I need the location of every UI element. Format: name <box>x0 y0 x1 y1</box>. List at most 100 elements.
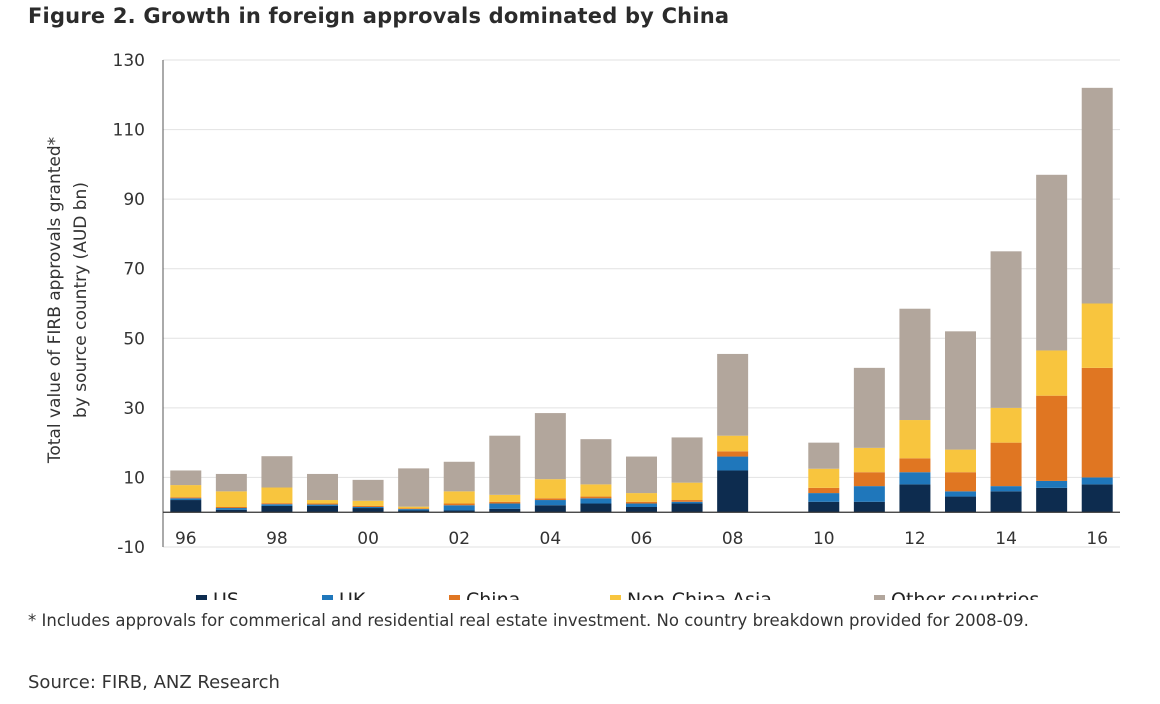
bar-us-97 <box>215 509 247 513</box>
bar-us-10 <box>808 501 840 513</box>
chart-title: Figure 2. Growth in foreign approvals do… <box>28 4 730 28</box>
bar-china-02 <box>443 503 475 506</box>
bar-non-china-asia-15 <box>1036 350 1068 396</box>
bar-us-16 <box>1081 484 1113 513</box>
y-tick-labels: -10 10 30 50 70 90 110 130 <box>113 51 145 558</box>
x-tick-label: 16 <box>1086 529 1108 549</box>
bar-uk-05 <box>580 498 612 504</box>
bar-us-13 <box>945 496 976 513</box>
bar-other-countries-05 <box>580 439 612 485</box>
legend-label: Other countries <box>891 589 1039 600</box>
bar-china-06 <box>626 501 657 504</box>
bar-non-china-asia-08 <box>717 435 749 452</box>
bar-us-01 <box>398 510 430 513</box>
bar-uk-96 <box>170 498 202 501</box>
y-tick-label: -10 <box>117 538 145 558</box>
bar-uk-15 <box>1036 480 1068 488</box>
x-tick-label: 06 <box>631 529 653 549</box>
bar-us-12 <box>899 484 931 513</box>
bar-other-countries-08 <box>717 353 749 436</box>
x-tick-label: 14 <box>995 529 1017 549</box>
bar-china-01 <box>398 508 430 510</box>
bar-us-96 <box>170 500 202 513</box>
bar-uk-99 <box>307 504 338 506</box>
bar-china-00 <box>352 505 384 507</box>
bar-us-07 <box>671 503 703 513</box>
bar-uk-01 <box>398 509 430 511</box>
bar-china-05 <box>580 496 612 499</box>
legend-swatch <box>610 595 621 600</box>
legend-swatch <box>874 595 885 600</box>
bar-us-11 <box>853 501 885 513</box>
bar-china-11 <box>853 472 885 487</box>
y-tick-label: 50 <box>123 329 145 349</box>
bar-us-15 <box>1036 487 1068 513</box>
bar-other-countries-16 <box>1081 87 1113 304</box>
x-tick-label: 08 <box>722 529 744 549</box>
bar-us-03 <box>489 508 521 513</box>
legend: US UK China Non-China Asia Other countries <box>196 589 1039 600</box>
bar-uk-12 <box>899 472 931 485</box>
source-note: Source: FIRB, ANZ Research <box>28 672 280 693</box>
bar-china-98 <box>261 503 293 505</box>
bar-china-12 <box>899 458 931 473</box>
bar-china-13 <box>945 472 976 492</box>
bar-non-china-asia-04 <box>534 479 566 499</box>
x-tick-labels: 96 98 00 02 04 06 08 10 12 14 16 <box>175 529 1108 549</box>
bar-us-08 <box>717 470 749 513</box>
bar-non-china-asia-11 <box>853 447 885 473</box>
bar-us-99 <box>307 505 338 513</box>
bar-uk-13 <box>945 491 976 497</box>
bar-us-06 <box>626 506 657 513</box>
bar-non-china-asia-98 <box>261 487 293 504</box>
stacked-bar-chart: -10 10 30 50 70 90 110 130 96 98 00 02 04 06 08 10 12 14… <box>45 51 1120 600</box>
bar-china-08 <box>717 451 749 457</box>
bar-china-99 <box>307 503 338 505</box>
bar-non-china-asia-07 <box>671 482 703 501</box>
bar-china-97 <box>215 506 247 509</box>
bar-non-china-asia-05 <box>580 484 612 497</box>
bar-us-14 <box>990 491 1022 513</box>
bar-other-countries-14 <box>990 251 1022 408</box>
x-tick-label: 04 <box>540 529 562 549</box>
bar-other-countries-04 <box>534 413 566 480</box>
bar-uk-16 <box>1081 477 1113 485</box>
bar-china-03 <box>489 501 521 504</box>
bar-other-countries-10 <box>808 442 840 469</box>
bar-other-countries-03 <box>489 435 521 495</box>
bar-uk-04 <box>534 500 566 506</box>
bar-other-countries-98 <box>261 456 293 488</box>
bar-uk-08 <box>717 456 749 471</box>
legend-label: Non-China Asia <box>627 589 772 600</box>
bar-non-china-asia-01 <box>398 506 430 509</box>
bar-non-china-asia-03 <box>489 494 521 502</box>
bar-us-02 <box>443 510 475 513</box>
y-tick-label: 110 <box>113 121 145 141</box>
bar-non-china-asia-02 <box>443 491 475 504</box>
bar-us-05 <box>580 503 612 513</box>
bar-other-countries-12 <box>899 308 931 421</box>
bar-other-countries-13 <box>945 331 976 450</box>
footnote: * Includes approvals for commerical and … <box>28 611 1029 630</box>
bar-uk-00 <box>352 506 384 509</box>
bar-uk-10 <box>808 493 840 502</box>
bar-uk-03 <box>489 503 521 509</box>
x-tick-label: 10 <box>813 529 835 549</box>
x-tick-label: 98 <box>266 529 288 549</box>
bar-china-07 <box>671 500 703 502</box>
bar-uk-98 <box>261 504 293 506</box>
y-axis-label-line1: Total value of FIRB approvals granted* <box>45 137 65 464</box>
bar-us-04 <box>534 505 566 513</box>
legend-swatch <box>322 595 333 600</box>
legend-label: China <box>466 589 520 600</box>
bar-other-countries-07 <box>671 437 703 483</box>
bar-non-china-asia-00 <box>352 500 384 506</box>
bar-us-98 <box>261 505 293 513</box>
x-tick-label: 00 <box>357 529 379 549</box>
bar-other-countries-11 <box>853 367 885 448</box>
bar-china-10 <box>808 487 840 494</box>
y-tick-label: 130 <box>113 51 145 71</box>
bar-us-00 <box>352 508 384 513</box>
bar-non-china-asia-10 <box>808 468 840 488</box>
x-tick-label: 12 <box>904 529 926 549</box>
